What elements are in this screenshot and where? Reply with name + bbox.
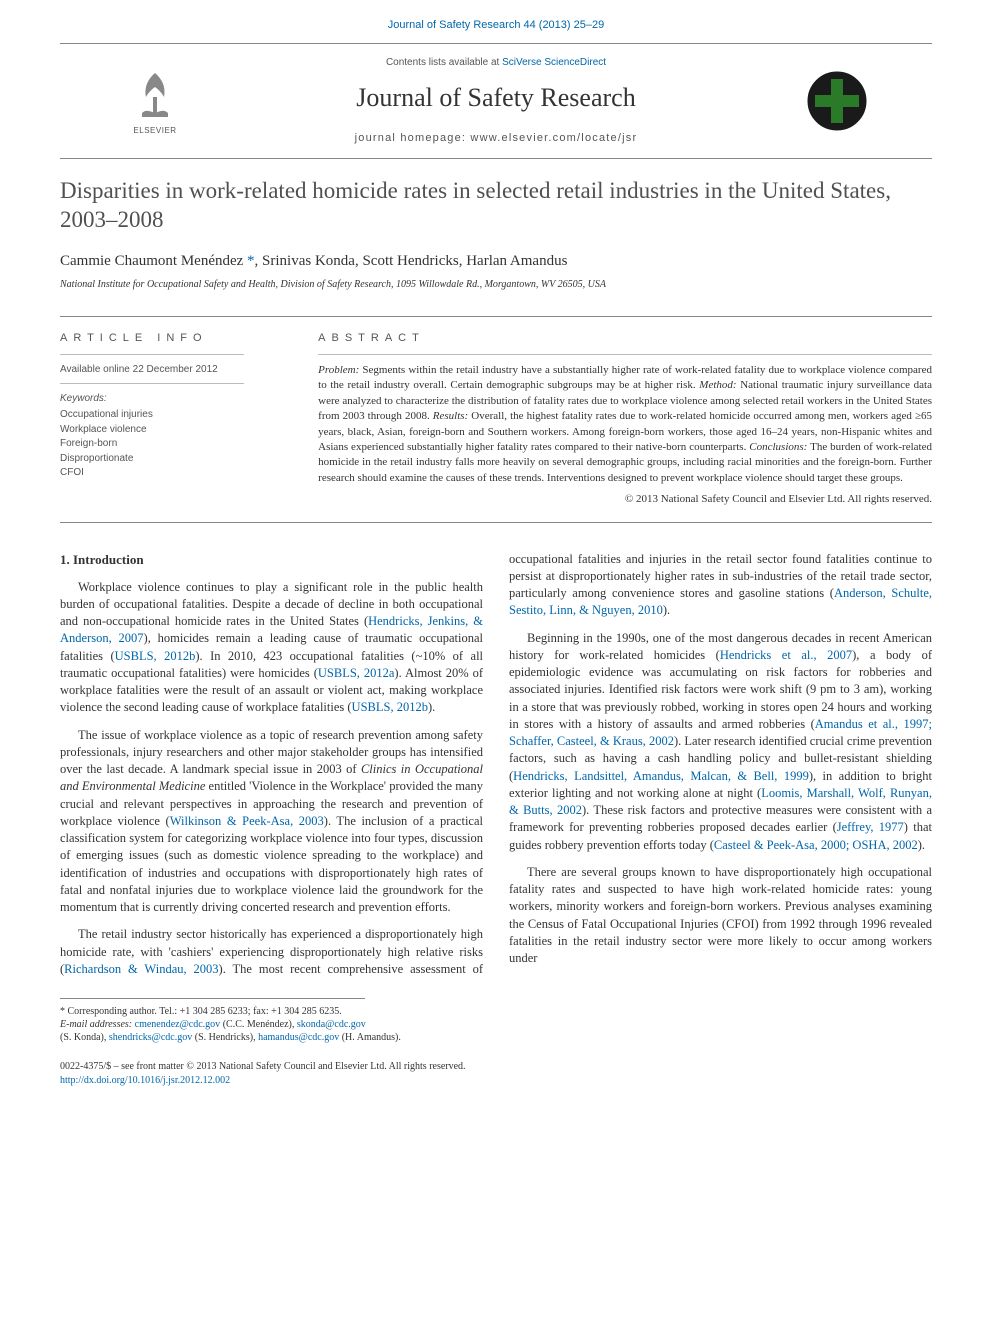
- email-label: E-mail addresses:: [60, 1019, 132, 1030]
- footnote-rule: [60, 998, 365, 999]
- abstract-heading: abstract: [318, 331, 932, 346]
- keywords-heading: Keywords:: [60, 392, 290, 406]
- citation-link[interactable]: Casteel & Peek-Asa, 2000; OSHA, 2002: [714, 838, 918, 852]
- article-info: article info Available online 22 Decembe…: [60, 317, 304, 522]
- article-content: Disparities in work-related homicide rat…: [0, 177, 992, 1044]
- email-footnote-2: (S. Konda), shendricks@cdc.gov (S. Hendr…: [60, 1031, 932, 1044]
- author-name: Harlan Amandus: [466, 253, 567, 269]
- article-title: Disparities in work-related homicide rat…: [60, 177, 932, 235]
- body-text: There are several groups known to have d…: [509, 865, 932, 965]
- keyword: Occupational injuries: [60, 408, 290, 423]
- citation-link[interactable]: Wilkinson & Peek-Asa, 2003: [170, 814, 324, 828]
- citation-link[interactable]: Hendricks et al., 2007: [720, 648, 852, 662]
- footer-left: 0022-4375/$ – see front matter © 2013 Na…: [60, 1060, 466, 1088]
- citation-link[interactable]: Hendricks, Landsittel, Amandus, Malcan, …: [513, 769, 809, 783]
- affiliation: National Institute for Occupational Safe…: [60, 278, 932, 292]
- abstract-copyright: © 2013 National Safety Council and Elsev…: [318, 492, 932, 507]
- elsevier-logo: ELSEVIER: [120, 61, 190, 141]
- keyword: CFOI: [60, 466, 290, 481]
- author-list: Cammie Chaumont Menéndez *, Srinivas Kon…: [60, 251, 932, 272]
- email-footnote: E-mail addresses: cmenendez@cdc.gov (C.C…: [60, 1018, 932, 1031]
- abstract-block: abstract Problem: Segments within the re…: [304, 317, 932, 522]
- keyword: Disproportionate: [60, 452, 290, 467]
- keyword: Foreign-born: [60, 437, 290, 452]
- article-info-heading: article info: [60, 331, 290, 346]
- author-name: Scott Hendricks: [362, 253, 458, 269]
- abs-results-label: Results:: [433, 410, 468, 422]
- abs-problem-label: Problem:: [318, 364, 359, 376]
- author-name: Srinivas Konda: [262, 253, 355, 269]
- corresponding-marker[interactable]: *: [247, 253, 255, 269]
- contents-prefix: Contents lists available at: [386, 57, 502, 68]
- journal-title: Journal of Safety Research: [210, 80, 782, 116]
- body-paragraph: Workplace violence continues to play a s…: [60, 579, 483, 717]
- body-text: ).: [428, 700, 435, 714]
- info-rule: [60, 354, 244, 355]
- body-paragraph: There are several groups known to have d…: [509, 864, 932, 968]
- keyword: Workplace violence: [60, 423, 290, 438]
- nsc-cross-icon: [805, 69, 869, 133]
- page-footer: 0022-4375/$ – see front matter © 2013 Na…: [0, 1060, 992, 1108]
- footnotes: * Corresponding author. Tel.: +1 304 285…: [60, 1005, 932, 1044]
- doi-link[interactable]: http://dx.doi.org/10.1016/j.jsr.2012.12.…: [60, 1075, 230, 1086]
- body-paragraph: Beginning in the 1990s, one of the most …: [509, 630, 932, 854]
- available-online: Available online 22 December 2012: [60, 363, 290, 377]
- email-link[interactable]: cmenendez@cdc.gov: [135, 1019, 221, 1030]
- citation-link[interactable]: USBLS, 2012b: [352, 700, 428, 714]
- email-link[interactable]: shendricks@cdc.gov: [109, 1032, 192, 1043]
- banner-center: Contents lists available at SciVerse Sci…: [190, 56, 802, 146]
- abstract-text: Problem: Segments within the retail indu…: [318, 363, 932, 486]
- body-text: ). The inclusion of a practical classifi…: [60, 814, 483, 914]
- abs-rule: [318, 354, 932, 355]
- elsevier-tree-icon: [130, 67, 180, 123]
- citation-link[interactable]: USBLS, 2012b: [115, 649, 196, 663]
- citation-link[interactable]: Jeffrey, 1977: [837, 820, 904, 834]
- contents-line: Contents lists available at SciVerse Sci…: [210, 56, 782, 70]
- email-who: (C.C. Menéndez),: [220, 1019, 297, 1030]
- elsevier-wordmark: ELSEVIER: [133, 125, 176, 136]
- body-text: ).: [663, 603, 670, 617]
- email-who: (S. Konda),: [60, 1032, 109, 1043]
- article-body: 1. Introduction Workplace violence conti…: [60, 551, 932, 978]
- email-link[interactable]: skonda@cdc.gov: [297, 1019, 366, 1030]
- citation-link[interactable]: Richardson & Windau, 2003: [64, 962, 218, 976]
- scidirect-link[interactable]: SciVerse ScienceDirect: [502, 57, 606, 68]
- journal-banner: ELSEVIER Contents lists available at Sci…: [60, 43, 932, 159]
- corresponding-footnote: * Corresponding author. Tel.: +1 304 285…: [60, 1005, 932, 1018]
- article-meta-row: article info Available online 22 Decembe…: [60, 316, 932, 523]
- journal-homepage: journal homepage: www.elsevier.com/locat…: [210, 131, 782, 146]
- citation-link[interactable]: USBLS, 2012a: [318, 666, 395, 680]
- front-matter: 0022-4375/$ – see front matter © 2013 Na…: [60, 1060, 466, 1074]
- author-name: Cammie Chaumont Menéndez: [60, 253, 243, 269]
- abs-method-label: Method:: [699, 379, 736, 391]
- body-paragraph: The issue of workplace violence as a top…: [60, 727, 483, 917]
- abs-concl-label: Conclusions:: [749, 441, 807, 453]
- journal-issue-link[interactable]: Journal of Safety Research 44 (2013) 25–…: [388, 19, 604, 31]
- top-journal-link: Journal of Safety Research 44 (2013) 25–…: [0, 0, 992, 43]
- email-who: (S. Hendricks),: [192, 1032, 258, 1043]
- email-link[interactable]: hamandus@cdc.gov: [258, 1032, 339, 1043]
- email-who: (H. Amandus).: [339, 1032, 401, 1043]
- body-text: ).: [918, 838, 925, 852]
- nsc-logo: [802, 61, 872, 141]
- section-heading: 1. Introduction: [60, 551, 483, 569]
- info-rule: [60, 383, 244, 384]
